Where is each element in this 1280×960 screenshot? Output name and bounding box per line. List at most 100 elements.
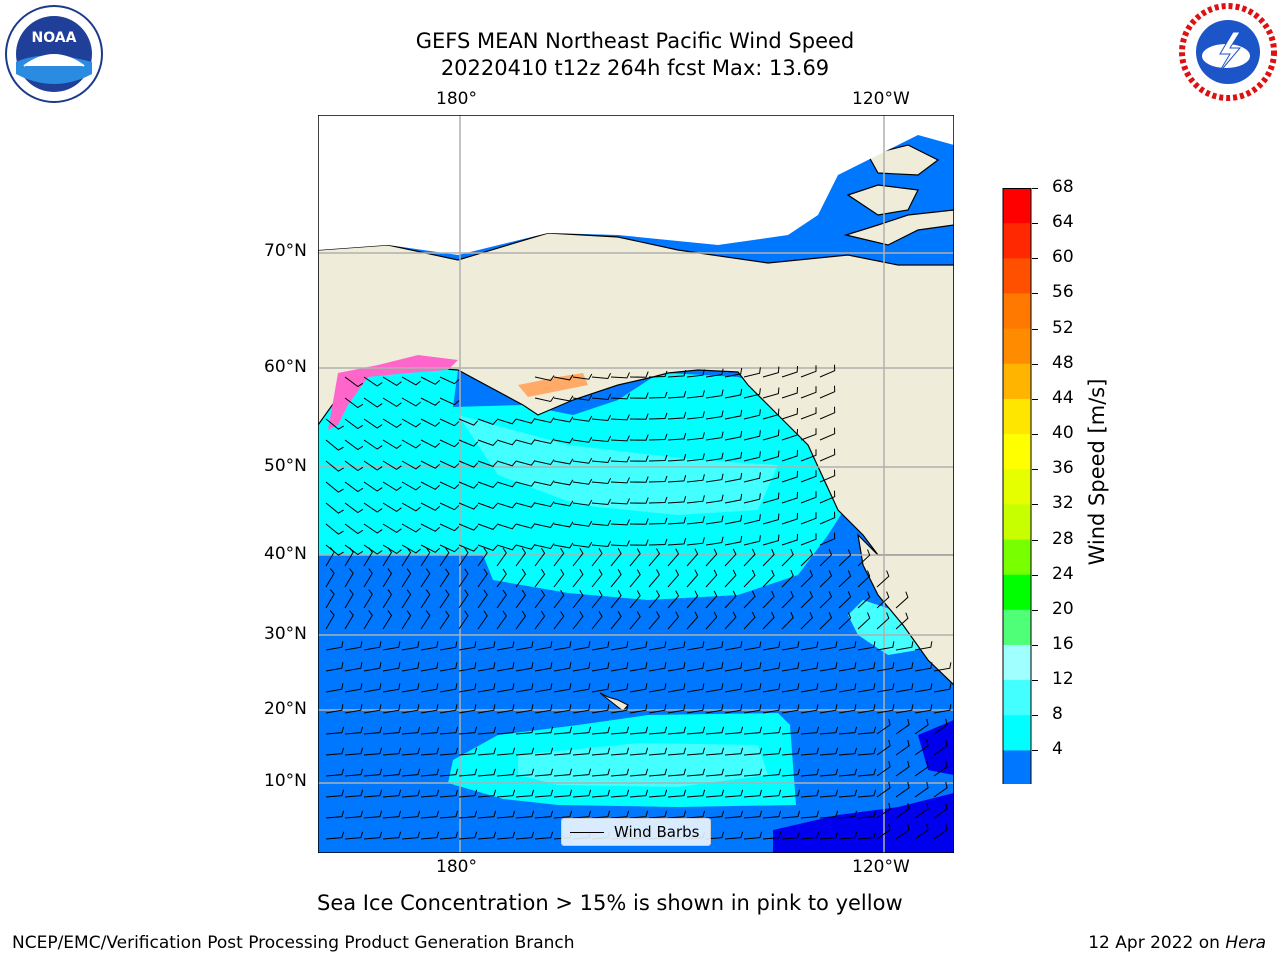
- wind-barb: [382, 726, 402, 735]
- wind-barb: [344, 523, 364, 535]
- wind-barb: [458, 610, 469, 630]
- wind-barb: [762, 513, 780, 525]
- wind-barb: [838, 662, 857, 672]
- wind-barb: [895, 612, 909, 630]
- wind-barb: [819, 704, 838, 714]
- wind-barb: [420, 481, 441, 490]
- wind-barb: [743, 831, 763, 840]
- wind-barb: [496, 439, 517, 446]
- wind-barb: [496, 547, 507, 567]
- wind-barb: [496, 726, 516, 735]
- wind-barb: [572, 747, 592, 756]
- wind-barb: [458, 523, 479, 531]
- map-legend: Wind Barbs: [561, 818, 711, 846]
- wind-barb: [610, 590, 622, 609]
- wind-barb: [439, 460, 460, 469]
- wind-barb: [439, 376, 460, 385]
- wind-barb: [439, 568, 450, 588]
- colorbar-segment: [1003, 504, 1031, 540]
- wind-barb: [686, 516, 705, 525]
- wind-barb: [724, 810, 744, 819]
- wind-barb: [667, 789, 687, 798]
- wind-barb: [325, 418, 344, 430]
- wind-barb: [629, 662, 648, 672]
- top-lon-label-180: 180°: [436, 89, 477, 109]
- wind-barb: [819, 532, 836, 546]
- colorbar-tick-label: 60: [1052, 247, 1074, 268]
- colorbar-segment: [1003, 434, 1031, 470]
- wind-barb: [724, 548, 737, 567]
- wind-barb: [458, 726, 478, 735]
- colorbar-segment: [1003, 398, 1031, 435]
- wind-barb: [686, 537, 705, 546]
- wind-barb: [667, 704, 686, 714]
- wind-barb: [800, 491, 817, 504]
- wind-barb: [705, 368, 724, 378]
- wind-barb: [933, 802, 948, 819]
- wind-barb: [743, 704, 762, 714]
- wind-barb: [610, 456, 630, 463]
- wind-barb: [762, 408, 780, 420]
- colorbar-tick-label: 4: [1052, 739, 1063, 760]
- wind-barb: [819, 591, 833, 609]
- wind-barb: [344, 831, 364, 840]
- wind-barb: [325, 589, 335, 609]
- wind-barb: [648, 433, 668, 441]
- wind-barb: [591, 393, 612, 401]
- wind-barb: [686, 810, 706, 819]
- wind-barb: [800, 549, 813, 567]
- wind-barb: [648, 475, 668, 483]
- wind-barb: [838, 831, 858, 840]
- wind-barb: [477, 810, 497, 819]
- wind-barb: [420, 662, 439, 672]
- wind-barb: [743, 611, 756, 630]
- wind-barb: [515, 544, 536, 550]
- wind-barb: [667, 641, 686, 651]
- wind-barb: [553, 479, 574, 486]
- wind-barb: [401, 704, 420, 714]
- wind-barb: [781, 704, 800, 714]
- land-arctic-islands-3: [867, 144, 940, 176]
- wind-barb: [800, 570, 813, 588]
- wind-barb: [762, 387, 780, 399]
- wind-barb: [515, 810, 535, 819]
- colorbar-segment: [1003, 188, 1031, 224]
- colorbar-segment: [1003, 715, 1031, 751]
- wind-barb: [857, 747, 877, 756]
- wind-barb: [344, 641, 363, 651]
- wind-barb: [420, 610, 431, 630]
- wind-barb: [401, 662, 420, 672]
- wind-barb: [876, 823, 891, 840]
- wind-barb: [914, 641, 933, 651]
- wind-barb: [439, 547, 450, 567]
- wind-barb: [705, 389, 724, 399]
- wind-barb: [610, 641, 629, 651]
- wind-barb: [933, 760, 948, 777]
- wind-barb: [382, 376, 402, 387]
- wind-barb: [838, 810, 858, 819]
- wind-barb: [629, 704, 648, 714]
- sea-ice-west: [328, 355, 458, 430]
- wind-barb: [667, 726, 687, 735]
- wind-barb: [705, 473, 724, 483]
- wind-barb: [686, 453, 705, 462]
- wind-barb: [325, 789, 345, 798]
- wind-barb: [572, 541, 593, 548]
- wind-barb: [496, 704, 515, 714]
- wind-barb: [705, 410, 724, 420]
- wind-barb: [705, 590, 718, 609]
- wind-barb: [382, 704, 401, 714]
- wind-barb: [515, 789, 535, 798]
- wind-barb: [781, 831, 801, 840]
- wind-barb: [819, 662, 838, 672]
- wind-barb: [838, 789, 858, 798]
- wind-barb: [572, 704, 591, 714]
- wind-barb: [439, 747, 459, 756]
- wind-barb: [496, 589, 507, 609]
- wind-barb: [591, 548, 603, 567]
- wind-barb: [382, 460, 402, 471]
- wind-barb: [515, 418, 536, 424]
- wind-barb: [667, 495, 687, 504]
- wind-barb: [363, 589, 373, 609]
- wind-barb: [344, 726, 364, 735]
